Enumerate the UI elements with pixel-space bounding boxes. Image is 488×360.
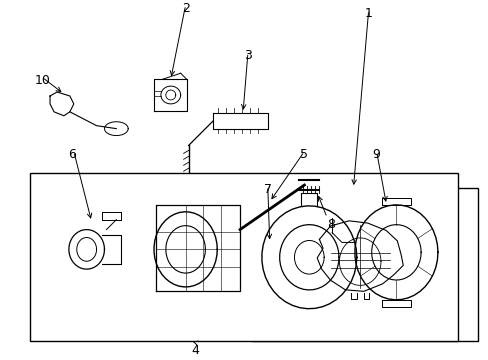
Bar: [251, 188, 477, 341]
Text: 1: 1: [364, 7, 372, 20]
Text: 6: 6: [68, 148, 76, 161]
Text: 4: 4: [191, 345, 199, 357]
Text: 8: 8: [326, 218, 334, 231]
Text: 3: 3: [244, 49, 251, 63]
Bar: [30, 173, 457, 341]
Text: 10: 10: [34, 74, 50, 87]
Text: 2: 2: [182, 2, 189, 15]
Text: 7: 7: [263, 183, 271, 196]
Text: 5: 5: [300, 148, 308, 161]
Text: 9: 9: [372, 148, 380, 161]
